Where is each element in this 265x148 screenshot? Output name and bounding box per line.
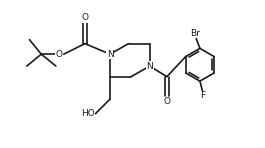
Text: HO: HO [81, 109, 94, 118]
Text: F: F [200, 91, 205, 100]
Text: Br: Br [190, 29, 200, 38]
Text: O: O [163, 97, 170, 106]
Text: N: N [146, 62, 153, 71]
Text: O: O [81, 13, 89, 22]
Text: O: O [56, 50, 63, 59]
Text: N: N [107, 50, 113, 59]
